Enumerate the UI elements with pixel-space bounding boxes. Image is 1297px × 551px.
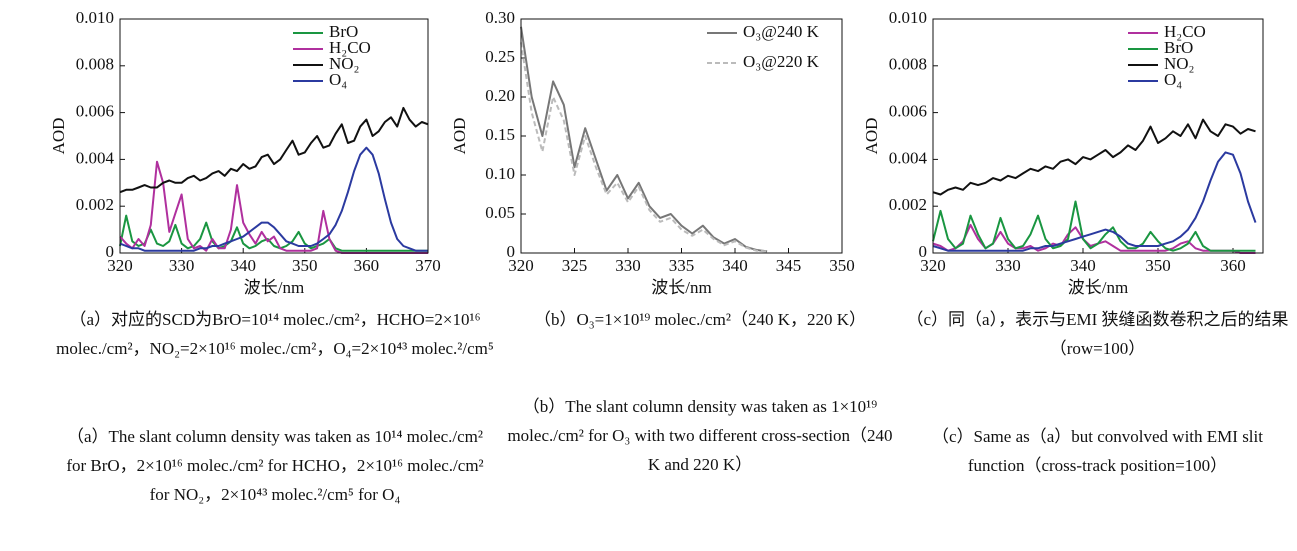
series-line [520, 42, 768, 253]
caption-zh: （a）对应的SCD为BrO=10¹⁴ molec./cm²，HCHO=2×10¹… [56, 310, 494, 358]
x-tick-label: 350 [829, 256, 855, 275]
series-line [119, 214, 428, 252]
x-tick-label: 360 [354, 256, 380, 275]
legend-label: NO₂ [329, 54, 359, 73]
x-tick-label: 340 [722, 256, 748, 275]
caption-zh: （c）同（a），表示与EMI 狭缝函数卷积之后的结果（row=100） [906, 310, 1289, 358]
y-tick-label: 0.05 [485, 203, 515, 222]
x-axis-label: 波长/nm [651, 278, 711, 297]
x-tick-label: 370 [415, 256, 441, 275]
x-axis-label: 波长/nm [244, 278, 304, 297]
series-line [932, 200, 1256, 252]
y-tick-label: 0.008 [889, 55, 927, 74]
legend-label: O₃@220 K [743, 52, 820, 71]
x-tick-label: 330 [615, 256, 641, 275]
y-tick-label: 0.30 [485, 8, 515, 27]
y-axis-label: AOD [49, 118, 68, 155]
caption-en: （c）Same as（a）but convolved with EMI slit… [932, 427, 1263, 475]
x-tick-label: 340 [1070, 256, 1096, 275]
x-tick-label: 360 [1220, 256, 1246, 275]
y-tick-label: 0.004 [889, 148, 928, 167]
legend-label: BrO [1164, 38, 1193, 57]
y-tick-label: 0.002 [76, 195, 114, 214]
series-line [520, 26, 768, 253]
y-axis-label: AOD [862, 118, 881, 155]
legend-label: H₂CO [329, 38, 371, 57]
y-tick-label: 0 [507, 242, 516, 261]
x-tick-label: 330 [169, 256, 195, 275]
legend-label: O₄ [329, 70, 347, 89]
y-tick-label: 0.006 [889, 102, 927, 121]
y-tick-label: 0 [106, 242, 115, 261]
y-tick-label: 0.010 [76, 8, 114, 27]
x-tick-label: 325 [562, 256, 588, 275]
x-tick-label: 350 [292, 256, 318, 275]
y-tick-label: 0.008 [76, 55, 114, 74]
series-line [119, 146, 428, 252]
plot-frame [932, 18, 1264, 254]
y-tick-label: 0.20 [485, 86, 515, 105]
y-tick-label: 0.15 [485, 125, 515, 144]
caption-zh: （b）O₃=1×10¹⁹ molec./cm²（240 K，220 K） [533, 310, 867, 329]
legend-label: BrO [329, 22, 358, 41]
caption-en: （a）The slant column density was taken as… [66, 427, 484, 504]
y-tick-label: 0.25 [485, 47, 515, 66]
series-line [932, 118, 1256, 196]
x-tick-label: 320 [508, 256, 534, 275]
charts: 0 0.002 0.004 0.006 0.008 0.010 320 330 340 350 36… [49, 8, 1264, 297]
x-tick-label: 320 [107, 256, 133, 275]
y-tick-label: 0.004 [76, 148, 115, 167]
legend-label: O₃@240 K [743, 22, 820, 41]
series-line [932, 151, 1257, 252]
x-tick-label: 320 [920, 256, 946, 275]
legend-label: O₄ [1164, 70, 1182, 89]
x-tick-label: 345 [776, 256, 802, 275]
y-tick-label: 0.10 [485, 164, 515, 183]
x-axis-label: 波长/nm [1068, 278, 1128, 297]
y-tick-label: 0.002 [889, 195, 927, 214]
legend-label: NO₂ [1164, 54, 1194, 73]
x-tick-label: 340 [230, 256, 256, 275]
y-axis-label: AOD [450, 118, 469, 155]
x-tick-label: 350 [1145, 256, 1171, 275]
series-line [119, 160, 428, 254]
plot-frame [119, 18, 429, 254]
y-tick-label: 0.006 [76, 102, 114, 121]
caption-en: （b）The slant column density was taken as… [507, 397, 893, 474]
plot-frame [520, 18, 843, 254]
x-tick-label: 330 [995, 256, 1021, 275]
y-tick-label: 0.010 [889, 8, 927, 27]
series-line [119, 106, 429, 194]
x-tick-label: 335 [669, 256, 695, 275]
legend-label: H₂CO [1164, 22, 1206, 41]
y-tick-label: 0 [919, 242, 928, 261]
